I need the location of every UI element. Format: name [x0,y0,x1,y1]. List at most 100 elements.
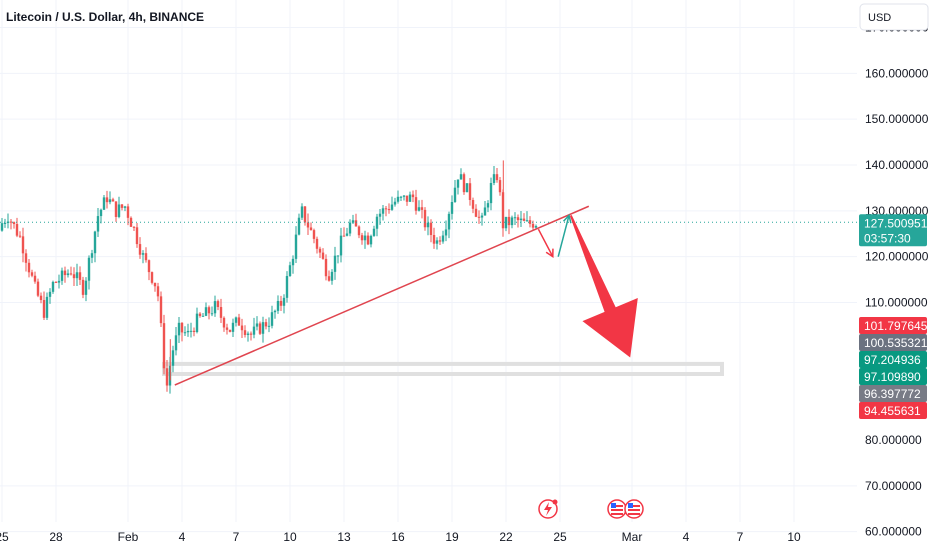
us-flag-event-icon[interactable] [607,499,627,519]
candle-body [15,224,19,236]
candle-body [210,313,214,315]
candle-body [480,215,484,218]
x-tick-label: 13 [337,530,351,544]
candle-body [477,216,481,218]
candle-body [453,187,457,202]
candle-body [372,228,376,236]
candle-body [96,216,100,232]
candle-body [459,174,463,180]
candle-body [165,368,169,386]
candle-body [348,222,352,234]
x-tick-label: 4 [683,530,690,544]
candle-body [180,322,184,333]
us-flag-event-icon[interactable] [624,499,644,519]
price-badge-label: 97.109890 [864,370,921,384]
y-tick-label: 60.000000 [865,525,922,539]
grid [0,0,857,533]
candle-body [270,312,274,326]
candle-body [222,317,226,328]
candle-body [528,220,532,224]
candlestick-series [0,160,538,394]
candle-body [150,272,154,283]
candle-body [492,174,496,183]
candle-body [240,325,244,331]
candle-body [468,183,472,201]
candle-body [231,322,235,332]
candle-body [423,209,427,228]
x-tick-label: 25 [0,530,9,544]
price-badge-label: 94.455631 [864,404,921,418]
candle-body [330,271,334,281]
candle-body [465,183,469,193]
candle-body [153,282,157,287]
candle-body [291,258,295,266]
candle-body [438,240,442,242]
candle-body [312,230,316,239]
candle-body [225,327,229,330]
flash-event-icon[interactable] [538,499,558,519]
candle-body [111,199,115,202]
candle-body [282,297,286,306]
candle-body [450,201,454,214]
candle-body [525,220,529,222]
price-badge [859,368,927,385]
candle-body [462,174,466,193]
candle-body [162,323,166,369]
candle-body [3,222,7,224]
candle-body [126,206,130,218]
price-axis[interactable]: 60.00000070.000000110.000000120.00000013… [865,21,929,539]
candle-body [393,201,397,205]
candle-body [24,253,28,263]
candle-body [36,281,40,296]
candle-body [420,207,424,210]
candle-body [144,253,148,261]
y-tick-label: 70.000000 [865,479,922,493]
event-icons[interactable] [538,499,644,519]
candle-body [207,307,211,314]
currency-button[interactable]: USD [859,3,929,31]
candle-body [261,322,265,334]
candle-body [66,273,70,276]
candle-body [183,332,187,334]
candle-body [399,196,403,198]
x-tick-label: 16 [391,530,405,544]
candle-body [501,192,505,229]
price-badge-label: 96.397772 [864,387,921,401]
candle-body [390,204,394,210]
candle-body [360,235,364,241]
candle-body [510,217,514,226]
candle-body [351,220,355,223]
candle-body [42,300,46,318]
candle-body [333,255,337,272]
price-badge [859,402,927,419]
candle-body [87,257,91,281]
candle-body [318,248,322,253]
candle-body [93,231,97,254]
time-axis[interactable]: 25 28 Feb 4 7 10 13 16 19 22 25 Mar 4 7 10 [0,530,801,544]
y-tick-label: 160.000000 [865,66,929,80]
y-tick-label: 140.000000 [865,158,929,172]
candle-body [177,322,181,336]
x-tick-label: 28 [49,530,63,544]
candle-body [378,213,382,217]
candle-body [219,307,223,318]
x-tick-label: Feb [118,530,139,544]
candle-body [45,296,49,318]
candle-body [369,235,373,245]
price-badge-label: 100.535321 [864,336,928,350]
countdown-label: 03:57:30 [864,231,911,245]
candle-body [117,204,121,217]
candle-body [495,174,499,181]
candle-body [357,226,361,236]
candle-body [486,203,490,208]
annotations [0,205,857,386]
candle-body [309,227,313,231]
candle-body [51,281,55,292]
x-tick-label: 4 [179,530,186,544]
candle-body [345,233,349,236]
candle-body [57,280,61,283]
candle-body [114,201,118,217]
candle-body [429,222,433,236]
